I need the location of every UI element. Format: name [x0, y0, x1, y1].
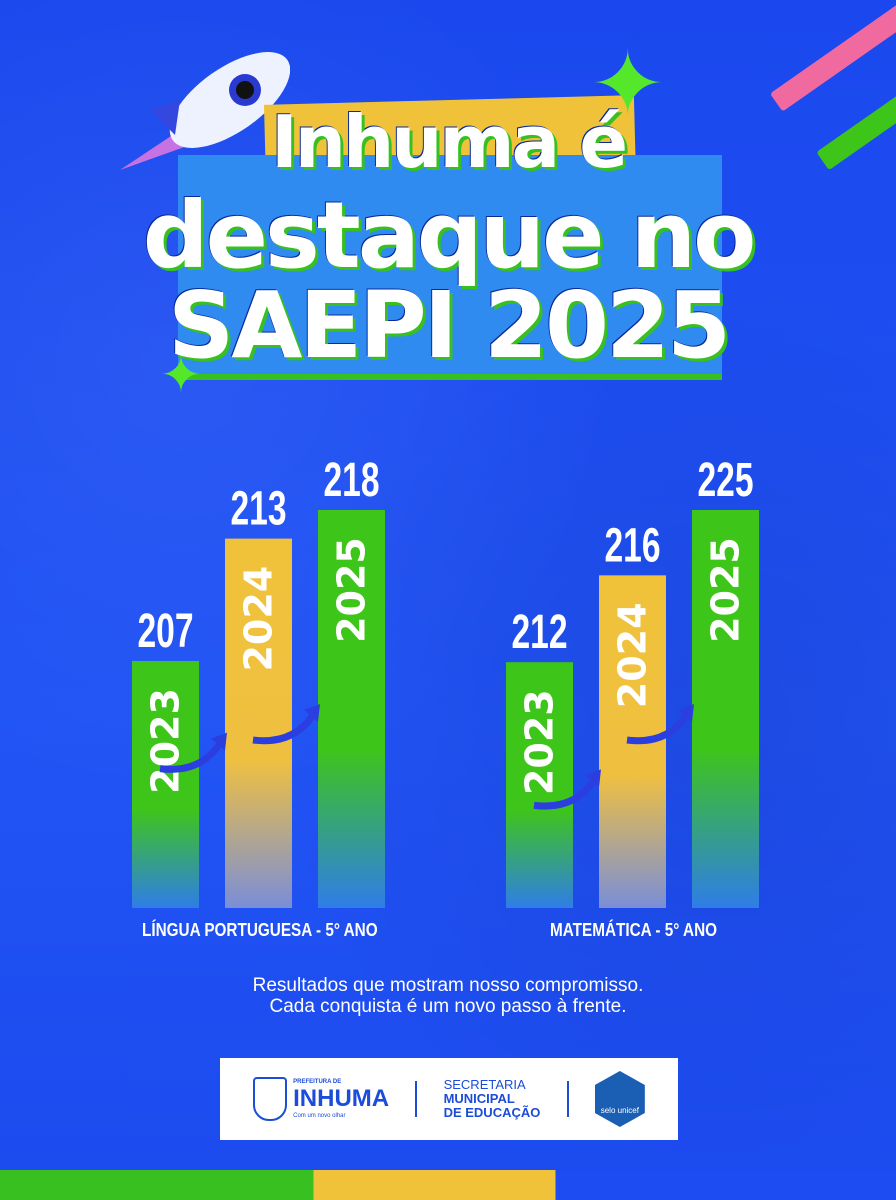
value-label: 212: [511, 604, 567, 658]
growth-arrowhead-icon: [304, 704, 320, 722]
chart-title-matematica: MATEMÁTICA - 5° ANO: [550, 920, 718, 940]
bar-2023: [506, 662, 573, 908]
title-block: Inhuma é destaque no SAEPI 2025 ✦ ✦: [0, 0, 896, 400]
year-label: 2023: [144, 688, 188, 794]
sec-line-3: DE EDUCAÇÃO: [443, 1105, 541, 1120]
growth-arrowhead-icon: [211, 732, 227, 751]
value-label: 213: [230, 481, 286, 535]
growth-arrow-icon: [626, 712, 690, 745]
value-label: 207: [137, 603, 193, 657]
growth-arrowhead-icon: [585, 769, 601, 788]
rocket-icon: [120, 52, 290, 170]
crest-icon: [253, 1077, 288, 1121]
chart-title-portugues: LÍNGUA PORTUGUESA - 5° ANO: [142, 920, 378, 940]
title-line-2: destaque no: [142, 182, 757, 289]
city-small: PREFEITURA DE: [293, 1079, 342, 1085]
year-label: 2023: [518, 689, 562, 795]
slogan-line-2: Cada conquista é um novo passo à frente.: [269, 996, 627, 1017]
year-label: 2024: [237, 566, 281, 672]
bottom-color-band: [0, 1170, 896, 1200]
footer-logos: PREFEITURA DE INHUMA Com um novo olhar S…: [220, 1058, 678, 1140]
sec-line-2: MUNICIPAL: [443, 1091, 515, 1106]
bar-2023: [132, 660, 199, 908]
slogan: Resultados que mostram nosso compromisso…: [0, 975, 896, 1017]
year-label: 2024: [611, 602, 655, 708]
value-label: 225: [697, 452, 753, 506]
divider: [415, 1081, 418, 1117]
seal-label: selo unicef: [600, 1106, 639, 1115]
city-tagline: Com um novo olhar: [293, 1113, 346, 1119]
title-line-1: Inhuma é: [270, 100, 628, 184]
growth-arrow-icon: [159, 741, 223, 773]
sparkle-icon: ✦: [590, 35, 666, 135]
growth-arrow-icon: [252, 712, 316, 745]
title-line-3: SAEPI 2025: [167, 272, 731, 379]
bar-2024: [225, 538, 292, 908]
city-name: INHUMA: [293, 1085, 390, 1112]
slogan-line-1: Resultados que mostram nosso compromisso…: [252, 975, 644, 996]
year-label: 2025: [330, 537, 374, 643]
sparkle-icon: ✦: [160, 347, 202, 403]
logo-secretaria: SECRETARIA MUNICIPAL DE EDUCAÇÃO: [444, 1078, 541, 1120]
bar-2025: [318, 510, 385, 908]
growth-arrowhead-icon: [678, 704, 694, 722]
title-highlight-blue: [178, 155, 722, 380]
year-label: 2025: [704, 537, 748, 643]
bar-2025: [692, 510, 759, 908]
value-label: 216: [604, 517, 660, 571]
divider: [566, 1081, 569, 1117]
sec-line-1: SECRETARIA: [443, 1077, 526, 1092]
growth-arrow-icon: [533, 778, 597, 810]
value-label: 218: [323, 452, 379, 506]
unicef-seal: selo unicef: [594, 1071, 645, 1127]
logo-prefeitura-inhuma: PREFEITURA DE INHUMA Com um novo olhar: [253, 1077, 389, 1121]
